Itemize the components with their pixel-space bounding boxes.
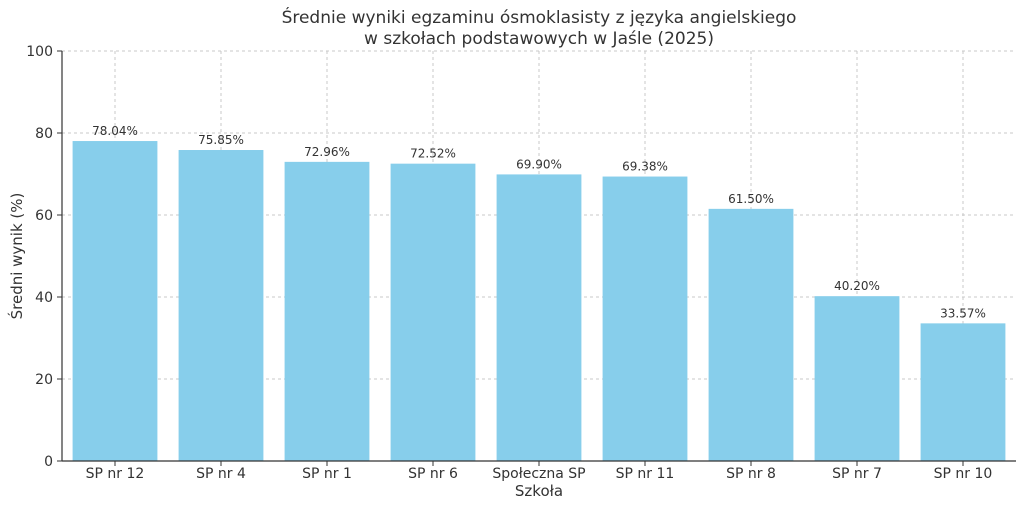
chart-title-line-1: Średnie wyniki egzaminu ósmoklasisty z j… bbox=[282, 6, 797, 28]
data-label: 75.85% bbox=[198, 133, 244, 147]
bar bbox=[814, 296, 900, 461]
bar bbox=[284, 161, 370, 461]
y-tick-label: 20 bbox=[35, 372, 53, 388]
bar bbox=[72, 141, 158, 461]
y-tick-labels: 0 20 40 60 80 100 bbox=[26, 44, 53, 470]
x-tick-label: SP nr 6 bbox=[408, 466, 458, 482]
data-label: 69.38% bbox=[622, 160, 668, 174]
x-tick-label: SP nr 10 bbox=[934, 466, 993, 482]
bar bbox=[708, 208, 794, 461]
bar bbox=[602, 176, 688, 462]
data-labels-group: 78.04% 75.85% 72.96% 72.52% 69.90% 69.38% 61.5… bbox=[92, 124, 986, 320]
x-tick-label: SP nr 12 bbox=[86, 466, 145, 482]
y-tick-label: 60 bbox=[35, 208, 53, 224]
bar bbox=[496, 174, 582, 461]
y-tick-label: 0 bbox=[44, 454, 53, 470]
x-tick-label: SP nr 4 bbox=[196, 466, 246, 482]
x-tick-label: SP nr 8 bbox=[726, 466, 776, 482]
x-tick-label: Społeczna SP bbox=[492, 466, 585, 482]
data-label: 61.50% bbox=[728, 192, 774, 206]
bar bbox=[390, 163, 476, 461]
x-tick-label: SP nr 11 bbox=[616, 466, 675, 482]
data-label: 72.52% bbox=[410, 147, 456, 161]
axes-group bbox=[57, 50, 1016, 466]
x-tick-label: SP nr 7 bbox=[832, 466, 882, 482]
data-label: 33.57% bbox=[940, 306, 986, 320]
chart-title-line-2: w szkołach podstawowych w Jaśle (2025) bbox=[364, 29, 714, 49]
x-axis-label: Szkoła bbox=[515, 482, 563, 500]
bar bbox=[920, 323, 1006, 461]
y-tick-label: 80 bbox=[35, 126, 53, 142]
y-tick-label: 100 bbox=[26, 44, 53, 60]
bar bbox=[178, 150, 264, 461]
bars-group bbox=[72, 141, 1006, 462]
data-label: 40.20% bbox=[834, 279, 880, 293]
y-tick-label: 40 bbox=[35, 290, 53, 306]
data-label: 69.90% bbox=[516, 157, 562, 171]
y-axis-label: Średni wynik (%) bbox=[7, 193, 26, 320]
data-label: 78.04% bbox=[92, 124, 138, 138]
x-tick-label: SP nr 1 bbox=[302, 466, 352, 482]
x-tick-labels: SP nr 12 SP nr 4 SP nr 1 SP nr 6 Społeczna S… bbox=[86, 466, 993, 482]
data-label: 72.96% bbox=[304, 145, 350, 159]
